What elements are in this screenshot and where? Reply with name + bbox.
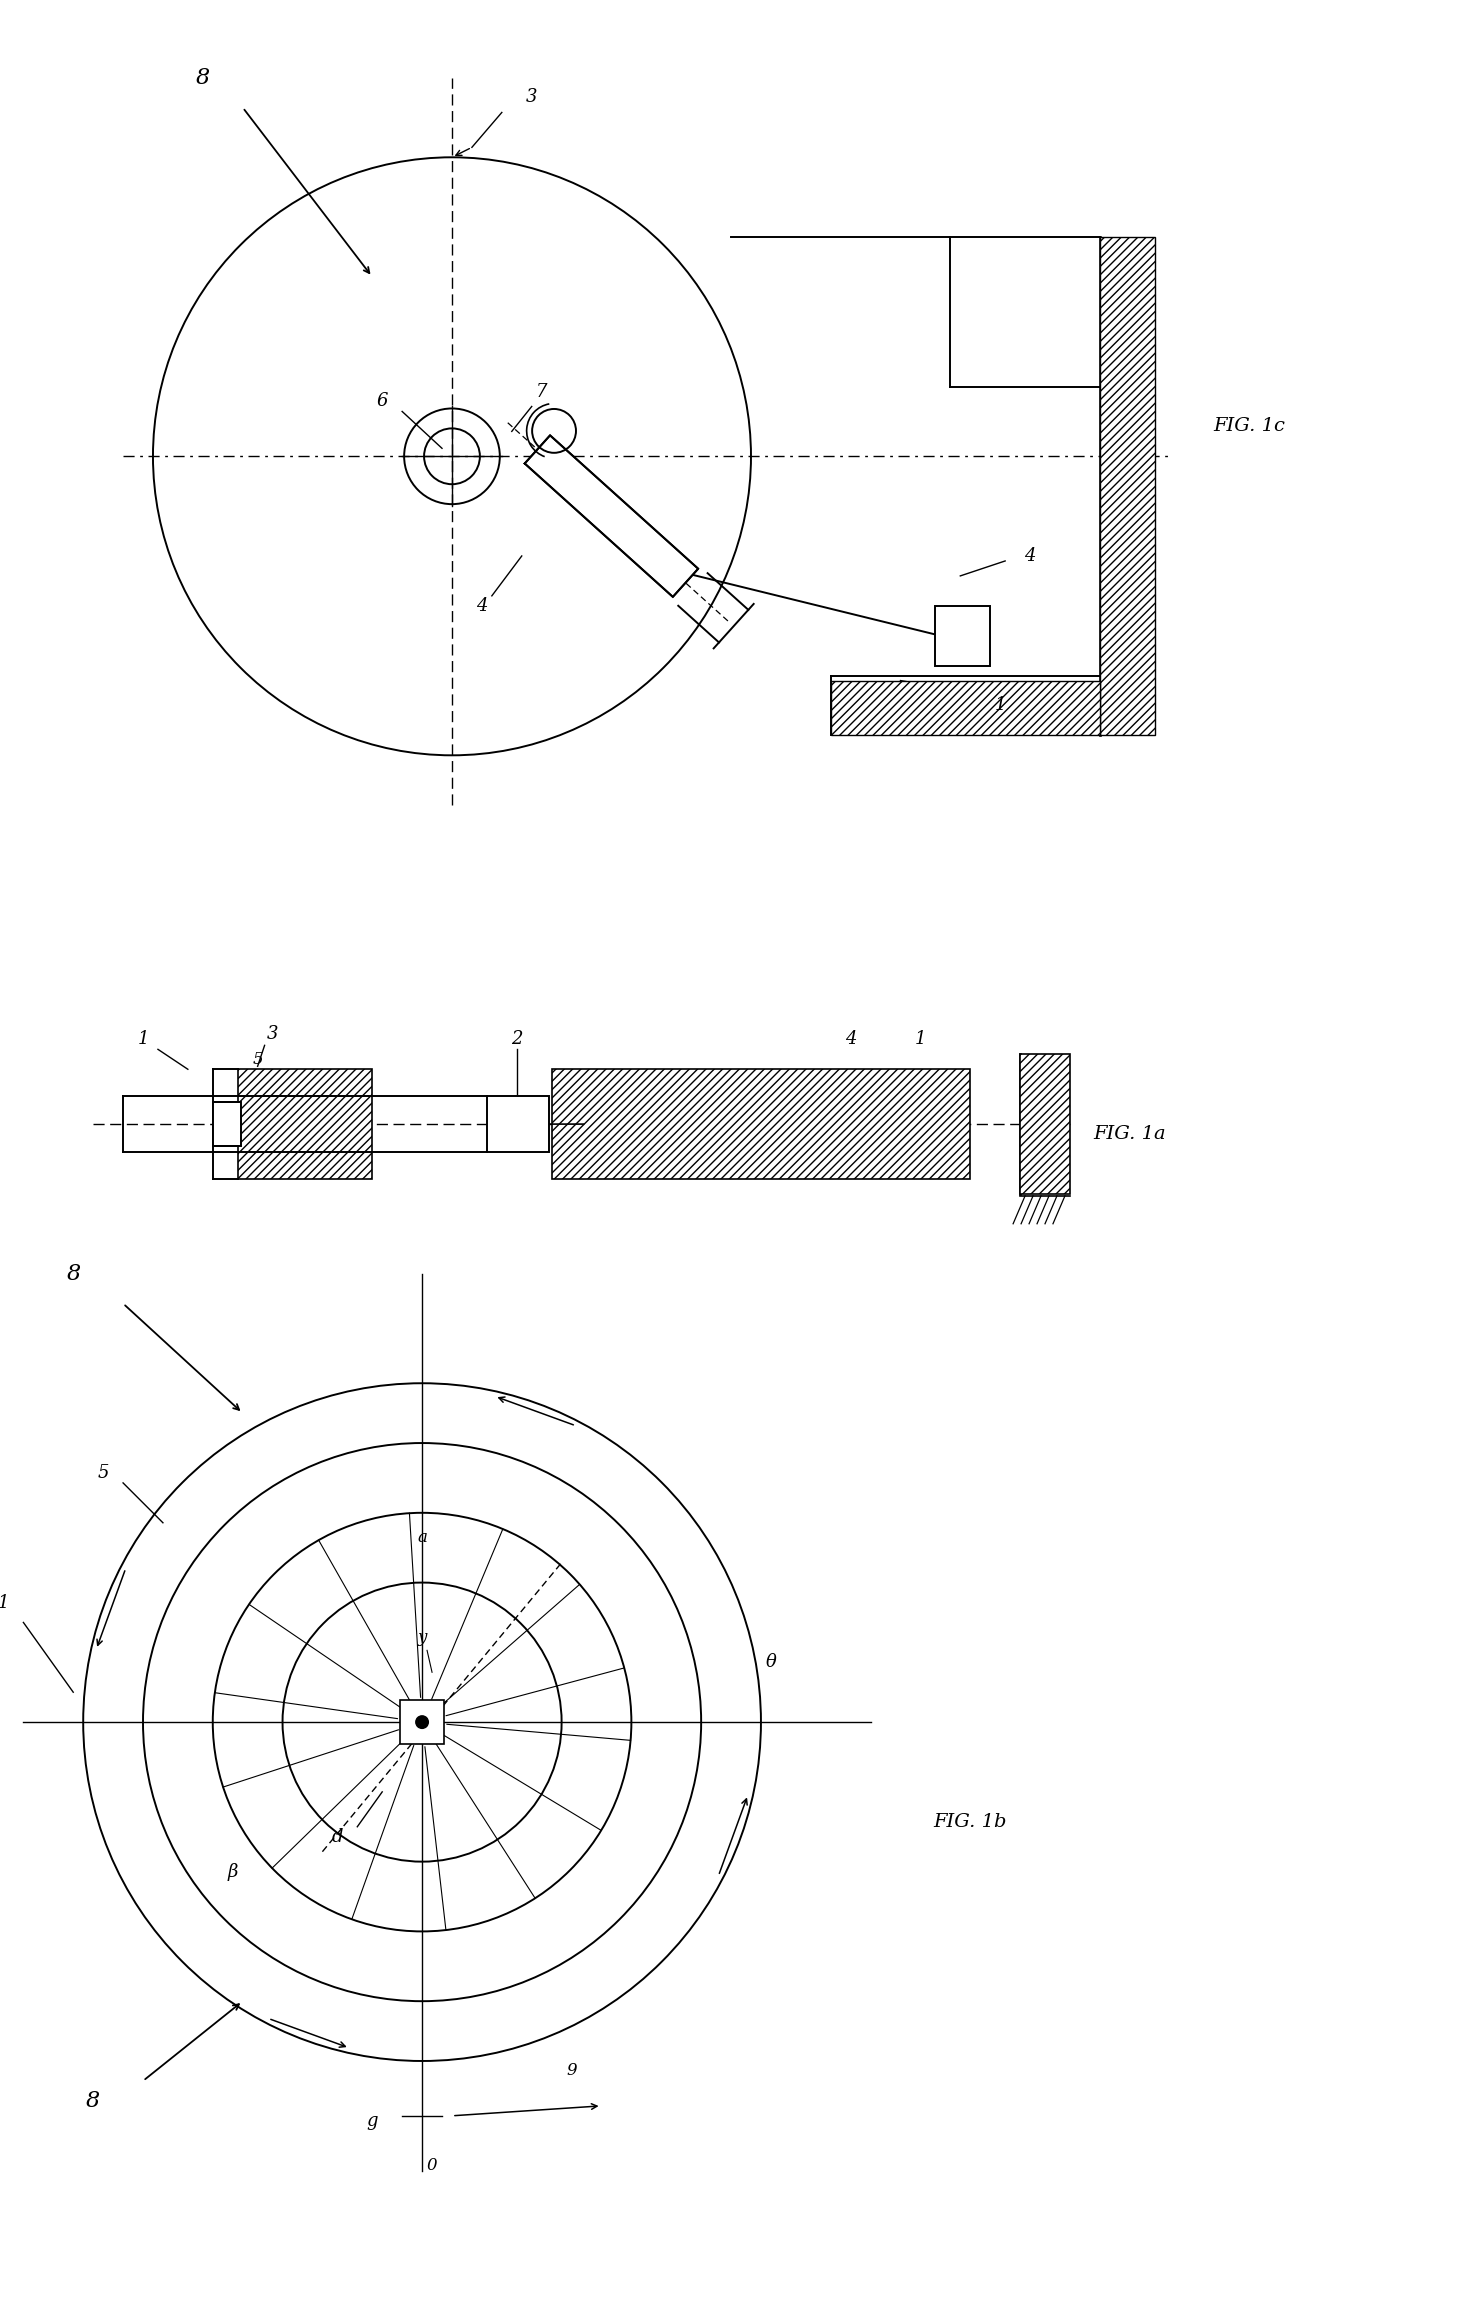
Bar xyxy=(487,1097,548,1152)
Bar xyxy=(551,1069,970,1180)
Text: 3: 3 xyxy=(268,1025,278,1044)
Text: 2: 2 xyxy=(512,1030,522,1048)
Text: 8: 8 xyxy=(87,2090,100,2113)
Bar xyxy=(935,606,991,666)
Text: 4: 4 xyxy=(845,1030,857,1048)
Text: θ: θ xyxy=(766,1654,776,1670)
Text: 9: 9 xyxy=(566,2062,576,2081)
Polygon shape xyxy=(525,435,698,597)
Text: 1: 1 xyxy=(994,696,1005,714)
Text: 3: 3 xyxy=(526,88,538,106)
Bar xyxy=(1020,1055,1070,1193)
Bar xyxy=(213,1101,241,1145)
Text: 7: 7 xyxy=(537,382,547,401)
Text: 1: 1 xyxy=(914,1030,926,1048)
Text: a: a xyxy=(417,1530,426,1546)
Bar xyxy=(400,1700,444,1744)
Text: 5: 5 xyxy=(253,1051,263,1067)
Circle shape xyxy=(415,1714,429,1728)
Text: FIG. 1a: FIG. 1a xyxy=(1094,1124,1166,1143)
Text: FIG. 1c: FIG. 1c xyxy=(1213,417,1285,435)
Text: g: g xyxy=(366,2113,378,2129)
Bar xyxy=(831,680,1100,735)
Text: 8: 8 xyxy=(66,1263,81,1286)
Text: 4: 4 xyxy=(1025,546,1036,564)
Text: 1: 1 xyxy=(0,1594,9,1610)
Text: 8: 8 xyxy=(196,67,210,88)
Text: 1: 1 xyxy=(137,1030,148,1048)
Text: 6: 6 xyxy=(376,392,388,410)
Text: β: β xyxy=(228,1862,238,1880)
Text: 4: 4 xyxy=(476,597,488,615)
Text: 5: 5 xyxy=(97,1463,109,1481)
Text: y: y xyxy=(417,1629,426,1645)
Bar xyxy=(1100,237,1154,735)
Bar xyxy=(238,1069,372,1180)
Text: 0: 0 xyxy=(426,2157,438,2175)
Text: FIG. 1b: FIG. 1b xyxy=(933,1813,1007,1832)
Text: d: d xyxy=(332,1827,343,1846)
